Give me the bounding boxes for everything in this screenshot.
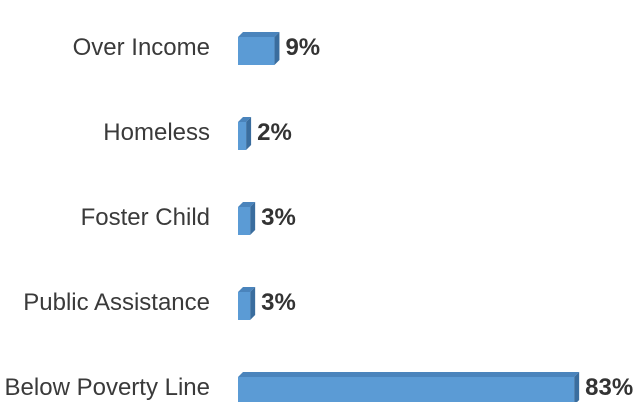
value-label-public-assistance: 3% [261,289,296,316]
bar-below-poverty-line [238,372,580,402]
bar-side-face [574,372,580,402]
category-label-over-income: Over Income [73,34,210,61]
category-label-below-poverty-line: Below Poverty Line [5,374,210,401]
category-label-public-assistance: Public Assistance [23,289,210,316]
value-label-over-income: 9% [285,34,320,61]
bar-top-face [238,117,252,122]
category-label-foster-child: Foster Child [81,204,210,231]
bar-foster-child [238,202,256,235]
labels-layer: Over Income 9% Homeless 2% Foster Child 3% Pub… [5,34,634,401]
category-label-homeless: Homeless [103,119,210,146]
bar-side-face [246,117,252,150]
bar-top-face [238,32,280,37]
value-label-foster-child: 3% [261,204,296,231]
bar-front-face [238,207,251,235]
bar-top-face [238,202,256,207]
bars-layer [238,32,580,402]
bar-homeless [238,117,252,150]
bar-front-face [238,122,247,150]
bar-public-assistance [238,287,256,320]
bar-top-face [238,287,256,292]
bar-over-income [238,32,280,65]
bar-side-face [250,287,256,320]
bar-side-face [250,202,256,235]
value-label-below-poverty-line: 83% [585,374,633,401]
bar-side-face [274,32,280,65]
bar-front-face [238,37,275,65]
bar-top-face [238,372,580,377]
value-label-homeless: 2% [257,119,292,146]
bar-front-face [238,292,251,320]
bar-front-face [238,377,575,402]
